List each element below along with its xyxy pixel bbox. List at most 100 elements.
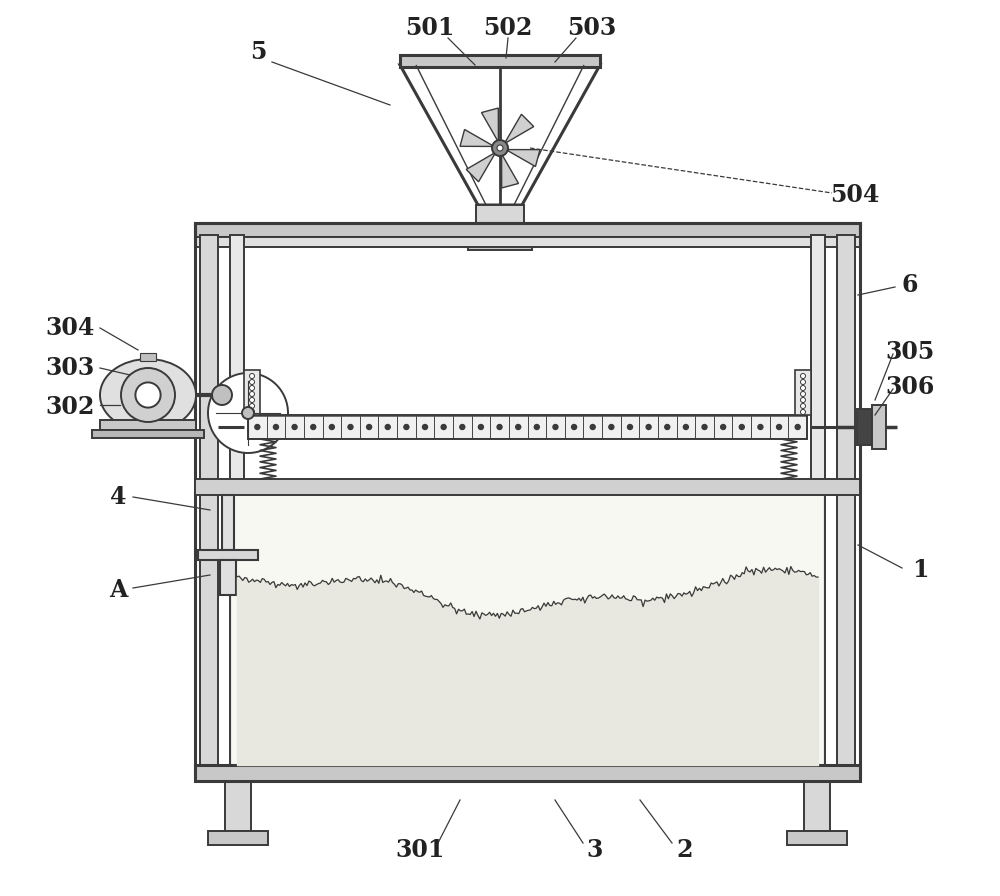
- Circle shape: [777, 425, 782, 429]
- Bar: [509, 416, 528, 438]
- Circle shape: [250, 392, 254, 397]
- Text: 6: 6: [902, 273, 918, 297]
- Circle shape: [242, 407, 254, 419]
- Bar: [695, 416, 714, 438]
- Bar: [811, 235, 825, 775]
- Bar: [400, 55, 600, 67]
- Text: 303: 303: [45, 356, 95, 380]
- Bar: [583, 416, 602, 438]
- Circle shape: [273, 425, 278, 429]
- Bar: [468, 240, 532, 250]
- Text: 2: 2: [677, 838, 693, 862]
- Circle shape: [609, 425, 614, 429]
- Circle shape: [250, 398, 254, 402]
- Bar: [92, 430, 204, 438]
- Circle shape: [250, 409, 254, 415]
- Circle shape: [250, 403, 254, 409]
- Bar: [195, 237, 860, 247]
- Bar: [732, 416, 751, 438]
- Circle shape: [255, 425, 260, 429]
- Text: 306: 306: [885, 375, 935, 399]
- Bar: [341, 416, 360, 438]
- Polygon shape: [502, 154, 519, 188]
- Polygon shape: [506, 150, 540, 167]
- Bar: [751, 416, 770, 438]
- Bar: [140, 353, 156, 361]
- Circle shape: [212, 385, 232, 405]
- Text: 4: 4: [110, 485, 126, 509]
- Bar: [200, 235, 218, 775]
- Bar: [872, 405, 886, 449]
- Text: 302: 302: [45, 395, 95, 419]
- Circle shape: [702, 425, 707, 429]
- Bar: [378, 416, 397, 438]
- Bar: [416, 416, 434, 438]
- Polygon shape: [481, 108, 498, 142]
- Text: 5: 5: [250, 40, 266, 64]
- Bar: [285, 416, 304, 438]
- Text: 502: 502: [483, 16, 533, 40]
- Circle shape: [292, 425, 297, 429]
- Bar: [267, 416, 285, 438]
- Circle shape: [800, 392, 806, 397]
- Bar: [677, 416, 695, 438]
- Circle shape: [739, 425, 744, 429]
- Bar: [304, 416, 323, 438]
- Polygon shape: [466, 152, 496, 182]
- Bar: [621, 416, 639, 438]
- Bar: [788, 416, 807, 438]
- Bar: [244, 370, 260, 415]
- Bar: [795, 370, 811, 415]
- Circle shape: [348, 425, 353, 429]
- Bar: [360, 416, 378, 438]
- Bar: [248, 416, 267, 438]
- Bar: [837, 235, 855, 775]
- Bar: [787, 831, 847, 845]
- Text: 501: 501: [405, 16, 455, 40]
- Polygon shape: [460, 129, 494, 146]
- Circle shape: [250, 385, 254, 391]
- Bar: [248, 415, 807, 439]
- Circle shape: [423, 425, 428, 429]
- Circle shape: [250, 374, 254, 378]
- Circle shape: [441, 425, 446, 429]
- Circle shape: [208, 373, 288, 453]
- Bar: [857, 409, 877, 445]
- Circle shape: [250, 380, 254, 384]
- Bar: [490, 416, 509, 438]
- Bar: [546, 416, 565, 438]
- Bar: [639, 416, 658, 438]
- Polygon shape: [504, 114, 534, 143]
- Ellipse shape: [100, 359, 196, 431]
- Bar: [528, 416, 546, 438]
- Bar: [220, 560, 236, 595]
- Bar: [195, 223, 860, 775]
- Text: 3: 3: [587, 838, 603, 862]
- Circle shape: [497, 145, 503, 151]
- Circle shape: [534, 425, 539, 429]
- Bar: [198, 550, 258, 560]
- Bar: [232, 495, 823, 765]
- Circle shape: [683, 425, 688, 429]
- Circle shape: [795, 425, 800, 429]
- Circle shape: [311, 425, 316, 429]
- Text: 305: 305: [885, 340, 935, 364]
- Text: 304: 304: [45, 316, 95, 340]
- Text: 1: 1: [912, 558, 928, 582]
- Bar: [565, 416, 583, 438]
- Bar: [195, 479, 860, 495]
- Bar: [476, 205, 524, 240]
- Bar: [195, 223, 860, 237]
- Circle shape: [516, 425, 521, 429]
- Circle shape: [627, 425, 632, 429]
- Circle shape: [665, 425, 670, 429]
- Bar: [222, 495, 234, 550]
- Text: 301: 301: [395, 838, 445, 862]
- Circle shape: [646, 425, 651, 429]
- Circle shape: [800, 403, 806, 409]
- Circle shape: [404, 425, 409, 429]
- Bar: [208, 831, 268, 845]
- Bar: [602, 416, 621, 438]
- Text: A: A: [109, 578, 127, 602]
- Circle shape: [800, 385, 806, 391]
